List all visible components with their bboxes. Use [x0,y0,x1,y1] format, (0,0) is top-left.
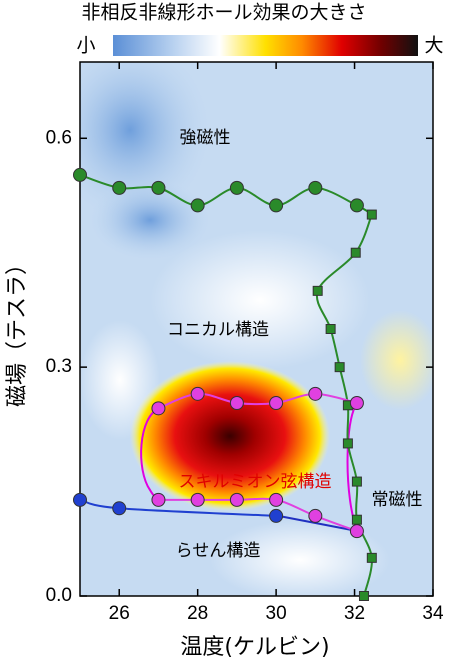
x-tick-label: 34 [422,603,444,624]
marker [190,492,205,507]
annotation: 強磁性 [180,128,231,148]
marker [308,508,323,523]
marker [269,198,284,213]
y-axis-label: 磁場（テスラ） [5,253,30,407]
series-line [79,498,277,517]
marker [366,552,377,563]
marker [349,198,364,213]
marker [269,492,284,507]
marker [190,386,205,401]
marker [112,180,127,195]
annotation: らせん構造 [176,541,261,561]
annotation: 常磁性 [372,490,423,510]
marker [351,476,362,487]
annotation: スキルミオン弦構造 [179,472,332,492]
colorbar-high: 大 [424,35,443,57]
y-tick-label: 0.6 [46,127,72,148]
marker [112,501,127,516]
marker [342,438,353,449]
colorbar-title: 非相反非線形ホール効果の大きさ [81,2,366,24]
marker [350,247,361,258]
marker [349,524,364,539]
annotation: コニカル構造 [167,320,269,340]
marker [151,492,166,507]
x-tick-label: 30 [266,603,287,624]
marker [269,508,284,523]
x-tick-label: 28 [187,603,208,624]
phase-boundary [278,515,358,532]
y-tick-label: 0.0 [46,585,72,606]
marker [229,180,244,195]
x-tick-label: 32 [344,603,365,624]
marker [308,386,323,401]
y-tick-label: 0.3 [46,356,72,377]
colorbar-low: 小 [76,35,95,57]
marker [366,209,377,220]
marker [312,285,323,296]
marker [308,180,323,195]
colorbar [113,35,418,56]
plot-frame [79,61,434,597]
marker [229,395,244,410]
marker [229,492,244,507]
x-axis-label: 温度(ケルビン) [180,635,329,660]
marker [73,167,87,182]
marker [325,324,336,334]
marker [351,514,362,525]
marker [151,401,166,416]
marker [358,591,369,601]
x-tick-label: 26 [109,603,130,624]
marker [190,198,205,213]
marker [73,492,87,507]
marker [334,362,345,373]
marker [269,395,284,410]
marker [349,395,364,410]
marker [151,180,166,195]
